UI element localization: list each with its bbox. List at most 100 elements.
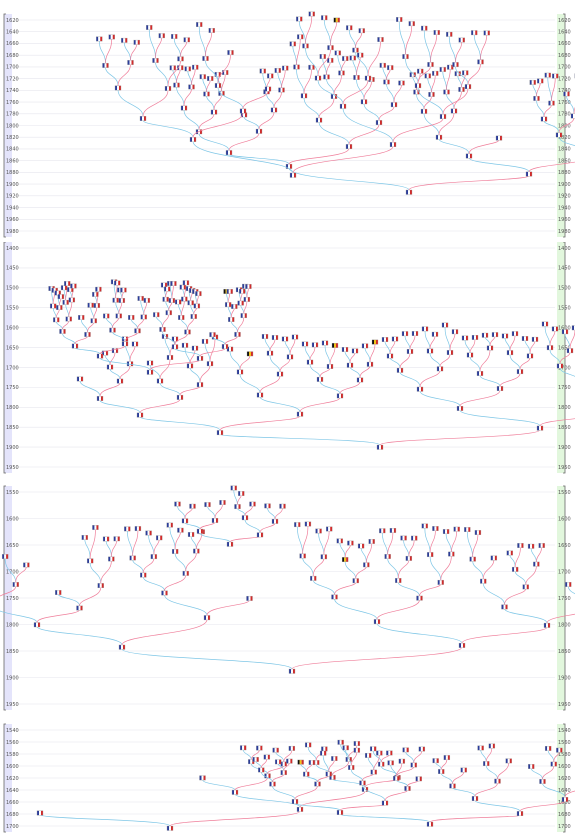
french-flag-icon[interactable] bbox=[464, 527, 471, 532]
french-flag-icon[interactable] bbox=[414, 83, 422, 89]
french-flag-icon[interactable] bbox=[97, 583, 104, 589]
french-flag-icon[interactable] bbox=[521, 336, 529, 341]
french-flag-icon[interactable] bbox=[276, 371, 284, 377]
french-flag-icon[interactable] bbox=[108, 556, 115, 562]
french-flag-icon[interactable] bbox=[182, 570, 189, 576]
french-flag-icon[interactable] bbox=[373, 619, 381, 625]
french-flag-icon[interactable] bbox=[471, 30, 478, 36]
french-flag-icon[interactable] bbox=[207, 76, 214, 81]
french-flag-icon[interactable] bbox=[238, 491, 245, 496]
french-flag-icon[interactable] bbox=[239, 288, 246, 294]
french-flag-icon[interactable] bbox=[336, 810, 344, 815]
french-flag-icon[interactable] bbox=[177, 527, 184, 533]
french-flag-icon[interactable] bbox=[266, 350, 274, 356]
french-flag-icon[interactable] bbox=[346, 362, 354, 368]
french-flag-icon[interactable] bbox=[566, 348, 574, 354]
french-flag-icon[interactable] bbox=[181, 518, 189, 524]
french-flag-icon[interactable] bbox=[296, 411, 304, 417]
french-flag-icon[interactable] bbox=[401, 331, 409, 337]
french-flag-icon[interactable] bbox=[529, 79, 536, 85]
french-flag-icon[interactable] bbox=[57, 294, 65, 300]
french-flag-icon[interactable] bbox=[432, 526, 439, 531]
french-flag-icon[interactable] bbox=[288, 668, 296, 674]
french-flag-icon[interactable] bbox=[102, 62, 109, 68]
french-flag-icon[interactable] bbox=[536, 425, 544, 431]
french-flag-icon[interactable] bbox=[533, 561, 540, 567]
french-flag-icon[interactable] bbox=[441, 322, 449, 328]
french-flag-icon[interactable] bbox=[494, 778, 501, 784]
french-flag-icon[interactable] bbox=[214, 83, 222, 88]
french-flag-icon[interactable] bbox=[406, 349, 414, 354]
french-flag-icon[interactable] bbox=[486, 345, 494, 351]
french-flag-icon[interactable] bbox=[379, 528, 386, 534]
french-flag-icon[interactable] bbox=[183, 37, 190, 43]
french-flag-icon[interactable] bbox=[561, 329, 569, 335]
french-flag-icon[interactable] bbox=[544, 72, 551, 78]
french-flag-icon[interactable] bbox=[375, 120, 383, 126]
french-flag-icon[interactable] bbox=[208, 28, 215, 33]
french-flag-icon[interactable] bbox=[190, 314, 197, 319]
french-flag-icon[interactable] bbox=[336, 538, 343, 544]
french-flag-icon[interactable] bbox=[166, 522, 173, 528]
french-flag-icon[interactable] bbox=[432, 70, 439, 76]
french-flag-icon[interactable] bbox=[331, 756, 338, 761]
french-flag-icon[interactable] bbox=[310, 575, 317, 581]
french-flag-icon[interactable] bbox=[410, 762, 417, 768]
french-flag-icon[interactable] bbox=[118, 644, 126, 650]
french-flag-icon[interactable] bbox=[246, 595, 253, 601]
french-flag-icon[interactable] bbox=[236, 369, 244, 375]
french-flag-icon[interactable] bbox=[471, 335, 479, 340]
french-flag-icon[interactable] bbox=[411, 535, 418, 541]
french-flag-icon[interactable] bbox=[525, 171, 533, 177]
french-flag-icon[interactable] bbox=[243, 296, 251, 302]
french-flag-icon[interactable] bbox=[528, 764, 535, 769]
french-flag-icon[interactable] bbox=[453, 526, 460, 532]
french-flag-icon[interactable] bbox=[356, 377, 364, 383]
french-flag-icon[interactable] bbox=[166, 355, 174, 360]
french-flag-icon[interactable] bbox=[424, 73, 431, 79]
french-flag-icon[interactable] bbox=[338, 70, 345, 76]
french-flag-icon[interactable] bbox=[161, 590, 168, 596]
french-flag-icon[interactable] bbox=[323, 74, 330, 80]
french-flag-icon[interactable] bbox=[92, 291, 99, 297]
french-flag-icon[interactable] bbox=[274, 68, 281, 73]
french-flag-icon[interactable] bbox=[326, 526, 333, 532]
french-flag-icon[interactable] bbox=[53, 317, 60, 323]
french-flag-icon[interactable] bbox=[139, 116, 147, 121]
french-flag-icon[interactable] bbox=[129, 555, 136, 561]
french-flag-icon[interactable] bbox=[108, 34, 115, 40]
french-flag-icon[interactable] bbox=[386, 750, 393, 756]
french-flag-icon[interactable] bbox=[442, 529, 450, 534]
french-flag-icon[interactable] bbox=[179, 284, 186, 290]
french-flag-icon[interactable] bbox=[352, 47, 359, 53]
french-flag-icon[interactable] bbox=[363, 562, 370, 568]
french-flag-icon[interactable] bbox=[171, 34, 178, 39]
french-flag-icon[interactable] bbox=[95, 286, 102, 292]
french-flag-icon[interactable] bbox=[158, 33, 165, 39]
french-flag-icon[interactable] bbox=[400, 535, 407, 541]
french-flag-icon[interactable] bbox=[402, 54, 409, 60]
french-flag-icon[interactable] bbox=[387, 65, 394, 71]
french-flag-icon[interactable] bbox=[192, 64, 199, 70]
french-flag-icon[interactable] bbox=[533, 95, 540, 101]
french-flag-icon[interactable] bbox=[210, 109, 218, 115]
french-flag-icon[interactable] bbox=[352, 578, 359, 584]
french-flag-icon[interactable] bbox=[249, 501, 256, 507]
french-flag-icon[interactable] bbox=[166, 825, 174, 831]
french-flag-icon[interactable] bbox=[516, 369, 524, 375]
french-flag-icon[interactable] bbox=[189, 503, 196, 509]
french-flag-icon[interactable] bbox=[269, 781, 276, 787]
french-flag-icon[interactable] bbox=[550, 761, 557, 767]
french-flag-icon[interactable] bbox=[280, 770, 287, 776]
french-flag-icon[interactable] bbox=[327, 57, 334, 63]
french-flag-icon[interactable] bbox=[216, 430, 224, 436]
french-flag-icon[interactable] bbox=[115, 313, 122, 319]
french-flag-icon[interactable] bbox=[199, 74, 206, 80]
french-flag-icon[interactable] bbox=[391, 336, 399, 342]
french-flag-icon[interactable] bbox=[408, 21, 415, 27]
french-flag-icon[interactable] bbox=[342, 56, 349, 62]
french-flag-icon[interactable] bbox=[178, 315, 185, 320]
french-flag-icon[interactable] bbox=[339, 103, 347, 109]
french-flag-icon[interactable] bbox=[346, 25, 353, 31]
french-flag-icon[interactable] bbox=[177, 56, 184, 62]
